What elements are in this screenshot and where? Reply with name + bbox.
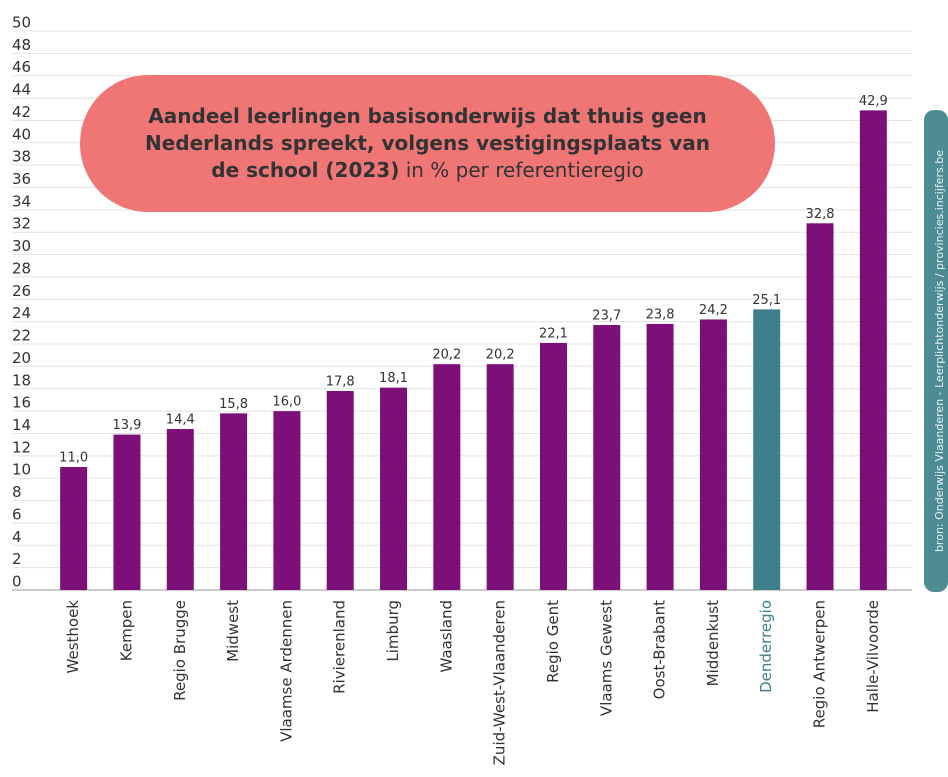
bar	[166, 429, 194, 590]
y-tick-label: 14	[12, 416, 31, 434]
x-tick-label: Middenkust	[704, 600, 722, 686]
bar	[380, 387, 408, 590]
y-tick-label: 2	[12, 550, 22, 568]
y-tick-label: 48	[12, 36, 31, 54]
y-tick-label: 34	[12, 192, 31, 210]
y-tick-label: 40	[12, 125, 31, 143]
y-tick-label: 44	[12, 81, 31, 99]
y-tick-label: 20	[12, 349, 31, 367]
data-label: 32,8	[806, 207, 835, 222]
bar	[486, 364, 514, 590]
data-label: 14,4	[166, 413, 195, 428]
x-tick-label: Limburg	[384, 600, 402, 662]
bar	[326, 390, 354, 590]
y-tick-label: 42	[12, 103, 31, 121]
y-tick-label: 10	[12, 461, 31, 479]
x-tick-label: Kempen	[117, 600, 135, 661]
data-label: 42,9	[859, 94, 888, 109]
bar	[433, 364, 461, 590]
x-tick-label: Midwest	[224, 600, 242, 662]
x-tick-label: Vlaams Gewest	[597, 600, 615, 716]
data-label: 17,8	[326, 374, 355, 389]
x-tick-label: Denderregio	[757, 600, 775, 693]
bar	[859, 110, 887, 591]
y-tick-label: 8	[12, 483, 22, 501]
bar	[60, 467, 88, 590]
title-box: Aandeel leerlingen basisonderwijs dat th…	[80, 75, 775, 212]
y-tick-label: 46	[12, 58, 31, 76]
data-label: 20,2	[432, 348, 461, 363]
data-label: 15,8	[219, 397, 248, 412]
data-label: 24,2	[699, 303, 728, 318]
bar	[220, 413, 248, 590]
x-tick-label: Rivierenland	[331, 600, 349, 694]
y-tick-label: 36	[12, 170, 31, 188]
y-tick-label: 18	[12, 371, 31, 389]
x-tick-label: Oost-Brabant	[651, 600, 669, 699]
y-tick-label: 12	[12, 438, 31, 456]
data-label: 13,9	[112, 418, 141, 433]
bar	[699, 319, 727, 590]
x-tick-label: Regio Gent	[544, 600, 562, 683]
y-tick-label: 38	[12, 148, 31, 166]
y-tick-label: 26	[12, 282, 31, 300]
bar	[753, 309, 781, 590]
chart-subtitle: in % per referentieregio	[405, 158, 644, 182]
y-tick-label: 24	[12, 304, 31, 322]
bar	[273, 411, 301, 590]
bar	[806, 223, 834, 590]
data-label: 25,1	[752, 293, 781, 308]
bar	[539, 342, 567, 590]
y-tick-label: 6	[12, 505, 22, 523]
data-label: 11,0	[59, 451, 88, 466]
data-label: 18,1	[379, 371, 408, 386]
x-tick-label: Westhoek	[64, 600, 82, 674]
bar	[113, 434, 141, 590]
data-label: 23,7	[592, 309, 621, 324]
y-tick-label: 28	[12, 259, 31, 277]
y-tick-label: 32	[12, 215, 31, 233]
source-strip	[924, 110, 948, 592]
x-tick-label: Waasland	[437, 600, 455, 672]
x-tick-label: Regio Antwerpen	[811, 600, 829, 728]
y-tick-label: 30	[12, 237, 31, 255]
x-tick-label: Regio Brugge	[171, 600, 189, 701]
y-tick-label: 50	[12, 14, 31, 32]
y-tick-label: 16	[12, 394, 31, 412]
data-label: 16,0	[272, 395, 301, 410]
y-tick-label: 0	[12, 573, 22, 591]
x-tick-label: Zuid-West-Vlaanderen	[491, 600, 509, 765]
y-tick-label: 4	[12, 528, 22, 546]
x-tick-label: Halle-Vilvoorde	[864, 600, 882, 713]
x-tick-label: Vlaamse Ardennen	[277, 600, 295, 742]
data-label: 23,8	[646, 307, 675, 322]
data-label: 22,1	[539, 326, 568, 341]
y-tick-label: 22	[12, 327, 31, 345]
source: bron: Onderwijs Vlaanderen - Leerplichto…	[933, 150, 946, 552]
data-label: 20,2	[486, 348, 515, 363]
chart-title: Aandeel leerlingen basisonderwijs dat th…	[145, 104, 710, 182]
bar	[593, 325, 621, 590]
bar	[646, 323, 674, 590]
